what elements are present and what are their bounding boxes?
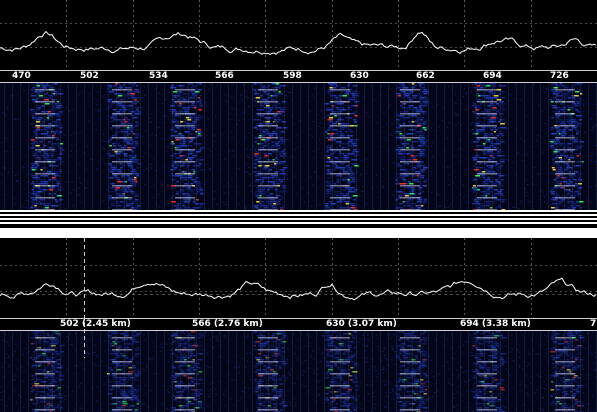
top-waterfall-image (0, 83, 597, 210)
bottom-waterfall-panel[interactable] (0, 331, 597, 412)
top-axis-tick: 566 (215, 71, 234, 81)
top-spectrum-panel[interactable] (0, 0, 597, 70)
top-spectrum-trace (0, 0, 597, 70)
bottom-axis-tick: 694 (3.38 km) (460, 319, 531, 329)
top-axis-tick: 630 (350, 71, 369, 81)
bottom-spectrum-panel[interactable] (0, 238, 597, 318)
top-frequency-axis: 470 502 534 566 598 630 662 694 726 (0, 70, 597, 83)
bottom-axis-tick: 566 (2.76 km) (192, 319, 263, 329)
bottom-waterfall-image (0, 331, 597, 412)
bottom-spectrum-trace (0, 238, 597, 318)
top-waterfall-panel[interactable] (0, 83, 597, 210)
top-axis-tick: 694 (483, 71, 502, 81)
top-axis-tick: 662 (416, 71, 435, 81)
bottom-axis-tick: 502 (2.45 km) (60, 319, 131, 329)
top-axis-tick: 534 (149, 71, 168, 81)
bottom-frequency-axis: 502 (2.45 km) 566 (2.76 km) 630 (3.07 km… (0, 318, 597, 331)
panel-separator (0, 210, 597, 238)
bottom-axis-tick: 7 (590, 319, 597, 329)
top-axis-tick: 726 (550, 71, 569, 81)
top-axis-tick: 470 (12, 71, 31, 81)
top-axis-tick: 598 (283, 71, 302, 81)
top-axis-tick: 502 (80, 71, 99, 81)
bottom-axis-tick: 630 (3.07 km) (326, 319, 397, 329)
